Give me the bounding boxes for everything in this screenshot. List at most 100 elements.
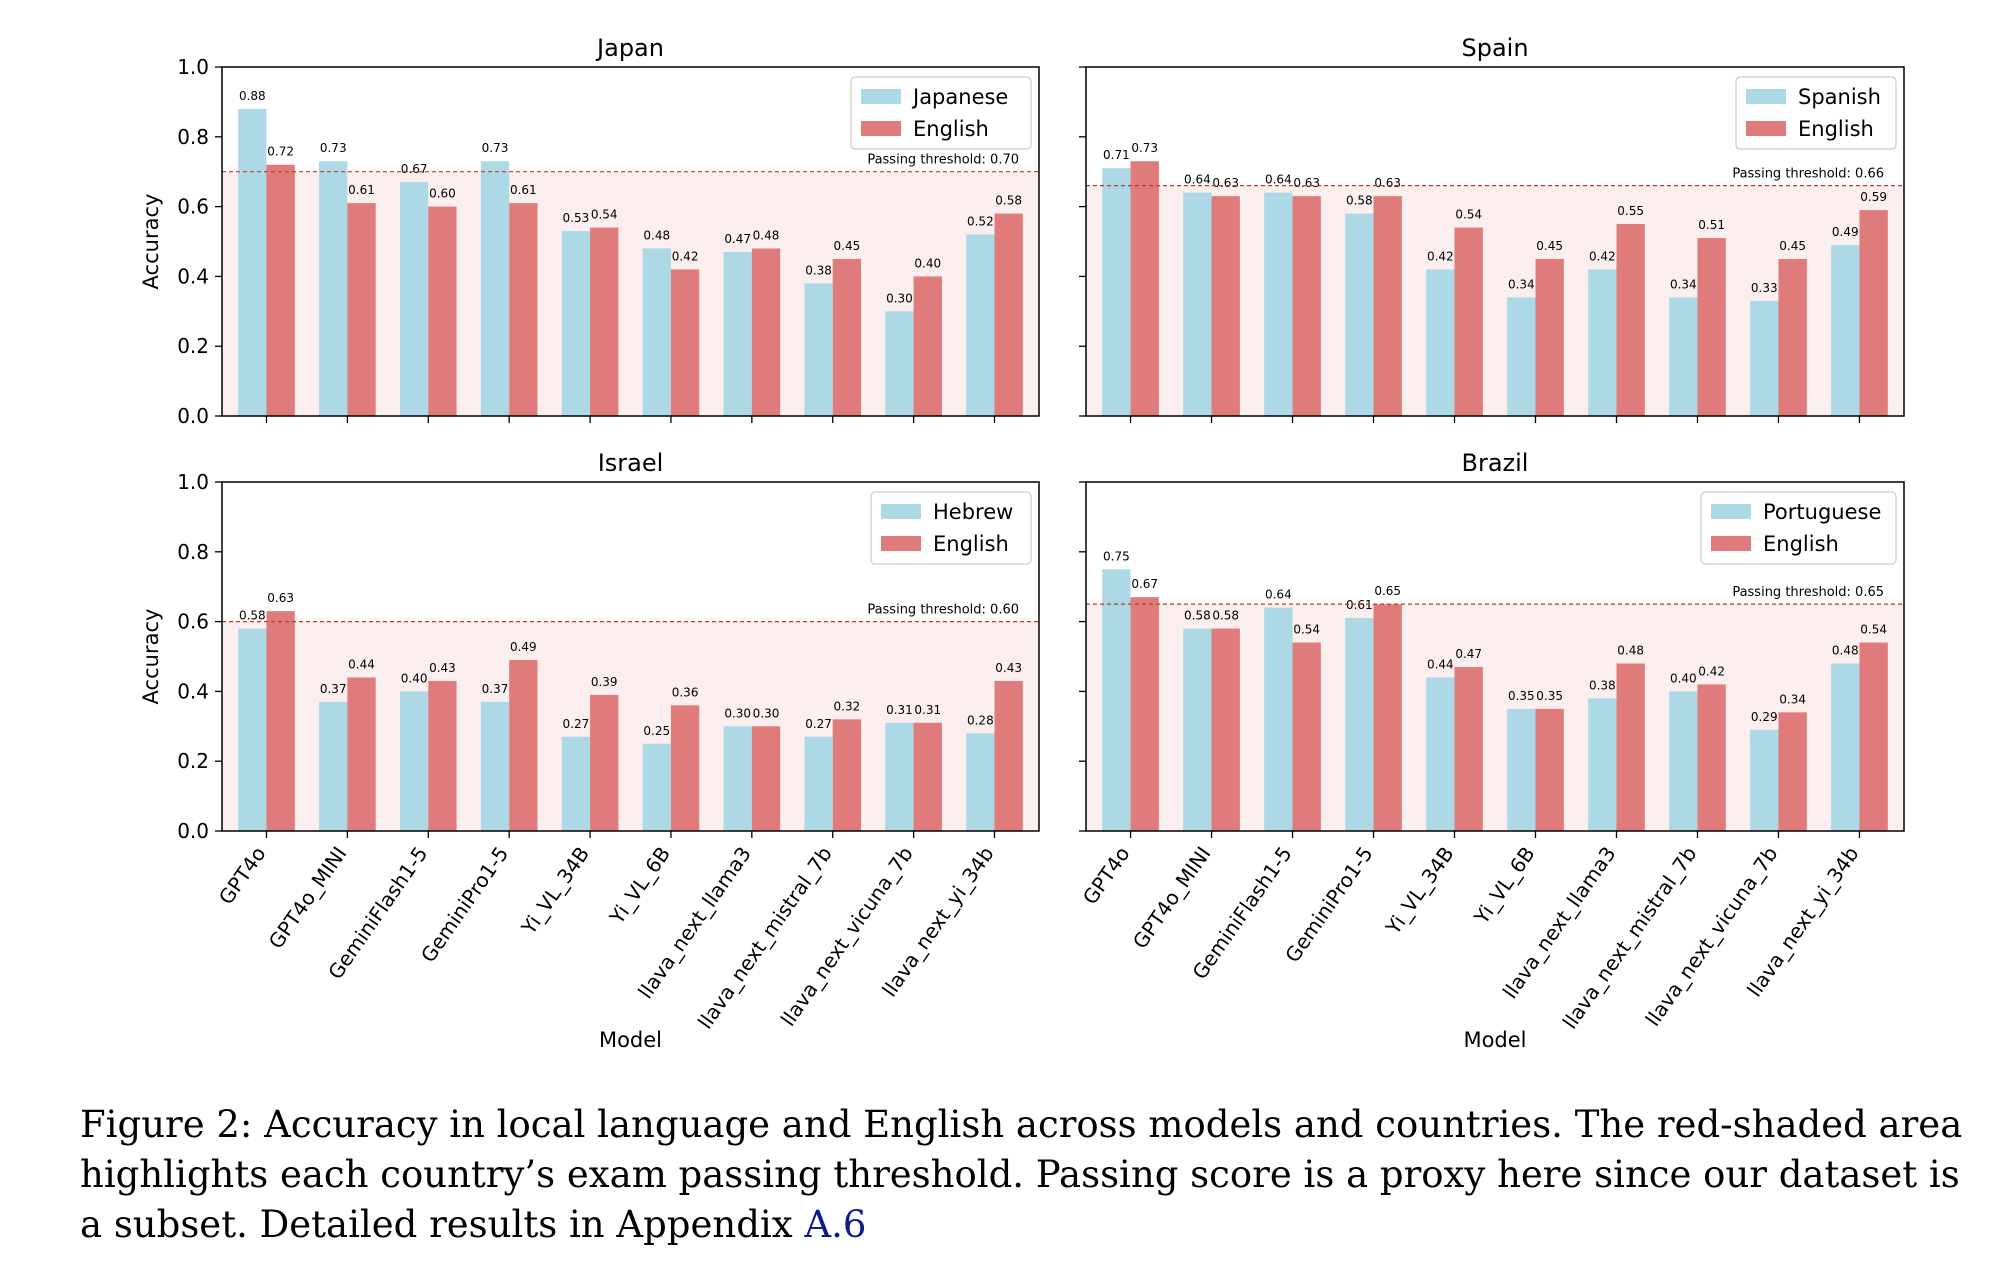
bar-english bbox=[1454, 666, 1483, 831]
bar-english bbox=[347, 677, 376, 831]
bar-english bbox=[1697, 684, 1726, 831]
bar-value-label: 0.48 bbox=[753, 228, 780, 242]
axes-frame bbox=[1085, 481, 1905, 832]
bar-local bbox=[399, 691, 429, 831]
bar-english bbox=[428, 206, 457, 416]
bar-value-label: 0.63 bbox=[267, 591, 294, 605]
legend-swatch bbox=[881, 504, 921, 519]
bar-value-label: 0.42 bbox=[1589, 249, 1616, 263]
bar-local bbox=[1831, 663, 1860, 831]
bar-value-label: 0.28 bbox=[967, 713, 994, 727]
bar-local bbox=[1426, 269, 1455, 416]
bar-english bbox=[347, 203, 376, 416]
legend-label: English bbox=[1798, 117, 1874, 141]
bar-value-label: 0.45 bbox=[1779, 239, 1806, 253]
y-tick-label: 1.0 bbox=[177, 470, 209, 494]
threshold-label: Passing threshold: 0.60 bbox=[867, 603, 1019, 618]
bar-value-label: 0.30 bbox=[886, 291, 913, 305]
bar-english bbox=[994, 213, 1023, 416]
bar-english bbox=[1292, 196, 1321, 416]
bar-local bbox=[804, 283, 833, 416]
bar-english bbox=[1616, 224, 1645, 416]
bar-english bbox=[1535, 258, 1564, 416]
bar-value-label: 0.60 bbox=[429, 187, 456, 201]
legend-swatch bbox=[1746, 121, 1786, 136]
legend-label: Spanish bbox=[1798, 85, 1881, 109]
bar-local bbox=[1507, 297, 1536, 416]
threshold-label: Passing threshold: 0.66 bbox=[1732, 167, 1884, 182]
y-tick-label: 0.8 bbox=[177, 125, 209, 149]
bar-value-label: 0.42 bbox=[1698, 664, 1725, 678]
legend-label: Portuguese bbox=[1763, 500, 1881, 524]
bar-value-label: 0.42 bbox=[672, 249, 699, 263]
bar-english bbox=[994, 680, 1023, 831]
bar-english bbox=[751, 726, 781, 831]
y-tick-label: 0.2 bbox=[177, 749, 209, 773]
bar-local bbox=[642, 248, 671, 416]
y-tick-label: 0.0 bbox=[177, 819, 209, 843]
chart-panel-japan: 0.880.730.670.730.530.48 0.470.380.300.52… bbox=[139, 34, 1040, 428]
bar-english bbox=[670, 269, 700, 416]
bar-english bbox=[670, 705, 700, 831]
bar-value-label: 0.58 bbox=[1346, 194, 1373, 208]
bar-value-label: 0.63 bbox=[1212, 176, 1239, 190]
bar-english bbox=[266, 611, 295, 831]
bar-value-label: 0.32 bbox=[834, 699, 861, 713]
bar-value-label: 0.53 bbox=[563, 211, 590, 225]
bar-local bbox=[561, 231, 591, 416]
legend: Japanese English bbox=[850, 76, 1032, 150]
bar-local bbox=[1102, 168, 1131, 416]
bar-value-label: 0.48 bbox=[643, 228, 670, 242]
bar-value-label: 0.38 bbox=[805, 263, 832, 277]
bar-local bbox=[723, 726, 752, 831]
bar-local bbox=[1831, 244, 1860, 416]
chart-title: Japan bbox=[595, 34, 664, 62]
bar-local bbox=[723, 251, 752, 416]
bar-value-label: 0.48 bbox=[1617, 643, 1644, 657]
bar-value-label: 0.40 bbox=[401, 671, 428, 685]
bar-english bbox=[590, 227, 619, 416]
chart-title: Spain bbox=[1461, 34, 1528, 62]
caption-text: Figure 2: Accuracy in local language and… bbox=[80, 1103, 1963, 1246]
bar-local bbox=[238, 628, 267, 831]
bar-value-label: 0.33 bbox=[1751, 281, 1778, 295]
bar-local bbox=[1102, 569, 1131, 831]
bar-value-label: 0.52 bbox=[967, 215, 994, 229]
axes-frame bbox=[221, 481, 1040, 832]
bar-local bbox=[1345, 618, 1374, 831]
bar-local bbox=[480, 701, 510, 831]
x-tick-label: Yi_VL_34B bbox=[516, 842, 594, 939]
bar-value-label: 0.54 bbox=[1455, 208, 1482, 222]
bar-local bbox=[885, 722, 914, 831]
bar-value-label: 0.73 bbox=[1131, 141, 1158, 155]
y-tick-label: 0.2 bbox=[177, 334, 209, 358]
bar-local bbox=[1588, 698, 1617, 831]
bar-value-label: 0.48 bbox=[1832, 643, 1859, 657]
bar-value-label: 0.45 bbox=[834, 239, 861, 253]
chart-title: Israel bbox=[598, 449, 664, 477]
bar-value-label: 0.73 bbox=[320, 141, 347, 155]
bar-english bbox=[1859, 642, 1888, 831]
bar-english bbox=[1778, 712, 1807, 831]
bar-local bbox=[319, 161, 348, 416]
bar-value-label: 0.30 bbox=[753, 706, 780, 720]
appendix-link[interactable]: A.6 bbox=[804, 1203, 867, 1246]
bar-local bbox=[1507, 708, 1536, 831]
threshold-label: Passing threshold: 0.70 bbox=[867, 153, 1019, 168]
bar-value-label: 0.67 bbox=[401, 162, 428, 176]
bar-value-label: 0.72 bbox=[267, 145, 294, 159]
legend: Portuguese English bbox=[1700, 491, 1897, 565]
bar-value-label: 0.34 bbox=[1779, 692, 1806, 706]
bar-local bbox=[1588, 269, 1617, 416]
x-tick-label: GPT4o bbox=[214, 842, 271, 909]
bar-local bbox=[1345, 213, 1374, 416]
legend-label: Hebrew bbox=[933, 500, 1013, 524]
bar-value-label: 0.73 bbox=[482, 141, 509, 155]
bar-english bbox=[1373, 604, 1402, 831]
legend: Spanish English bbox=[1735, 76, 1897, 150]
bar-local bbox=[399, 182, 429, 416]
bar-english bbox=[266, 164, 295, 416]
bar-english bbox=[751, 248, 781, 416]
bar-value-label: 0.49 bbox=[510, 640, 537, 654]
bar-value-label: 0.38 bbox=[1589, 678, 1616, 692]
